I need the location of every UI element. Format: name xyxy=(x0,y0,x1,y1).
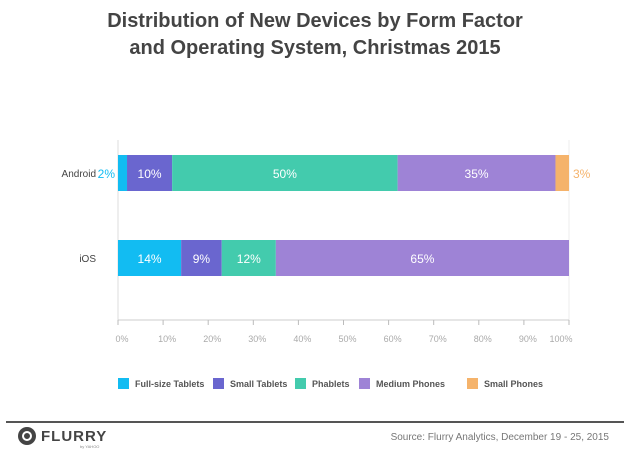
bar-segment xyxy=(221,240,276,276)
legend-swatch xyxy=(295,378,306,389)
category-label: iOS xyxy=(79,254,96,265)
legend-label: Medium Phones xyxy=(376,379,445,389)
x-tick-label: 90% xyxy=(519,334,537,344)
data-label: 12% xyxy=(237,252,261,266)
x-tick-label: 70% xyxy=(429,334,447,344)
x-tick-label: 50% xyxy=(338,334,356,344)
logo-sub: by YAHOO xyxy=(80,444,100,449)
category-label: Android xyxy=(62,169,96,180)
chart-title-line-2: and Operating System, Christmas 2015 xyxy=(129,37,501,59)
flurry-logo-icon xyxy=(18,427,36,445)
x-tick-label: 60% xyxy=(384,334,402,344)
bar-segment xyxy=(118,155,128,191)
x-tick-label: 20% xyxy=(203,334,221,344)
logo-text: FLURRY xyxy=(41,427,108,445)
legend-label: Phablets xyxy=(312,379,350,389)
bar-segment xyxy=(181,240,222,276)
data-label: 10% xyxy=(138,167,162,181)
bar-segment xyxy=(127,155,173,191)
x-tick-label: 80% xyxy=(474,334,492,344)
footer-divider xyxy=(6,421,624,423)
data-label: 35% xyxy=(465,167,489,181)
legend-swatch xyxy=(213,378,224,389)
chart-title: Distribution of New Devices by Form Fact… xyxy=(0,8,630,62)
bar-segment xyxy=(118,240,182,276)
chart-title-line-1: Distribution of New Devices by Form Fact… xyxy=(107,10,523,32)
x-tick-label: 40% xyxy=(293,334,311,344)
legend-label: Small Tablets xyxy=(230,379,287,389)
legend-label: Full-size Tablets xyxy=(135,379,204,389)
legend-swatch xyxy=(359,378,370,389)
bar-segment xyxy=(397,155,556,191)
bar-segment xyxy=(275,240,569,276)
x-tick-label: 0% xyxy=(115,334,128,344)
source-note: Source: Flurry Analytics, December 19 - … xyxy=(390,432,609,443)
legend-swatch xyxy=(118,378,129,389)
flurry-logo: FLURRY by YAHOO xyxy=(18,427,108,449)
data-label: 9% xyxy=(193,252,211,266)
data-label: 2% xyxy=(98,167,116,181)
bar-segment xyxy=(172,155,398,191)
x-tick-label: 100% xyxy=(549,334,572,344)
data-label: 50% xyxy=(273,167,297,181)
data-label: 3% xyxy=(573,167,591,181)
data-label: 14% xyxy=(138,252,162,266)
legend-label: Small Phones xyxy=(484,379,543,389)
bar-segment xyxy=(555,155,569,191)
legend-swatch xyxy=(467,378,478,389)
x-tick-label: 10% xyxy=(158,334,176,344)
stacked-bar-chart: 0% 10% 20% 30% 40% 50% 60% 70% 80% 90% 100% Android… xyxy=(62,140,591,389)
x-tick-label: 30% xyxy=(248,334,266,344)
data-label: 65% xyxy=(410,252,434,266)
